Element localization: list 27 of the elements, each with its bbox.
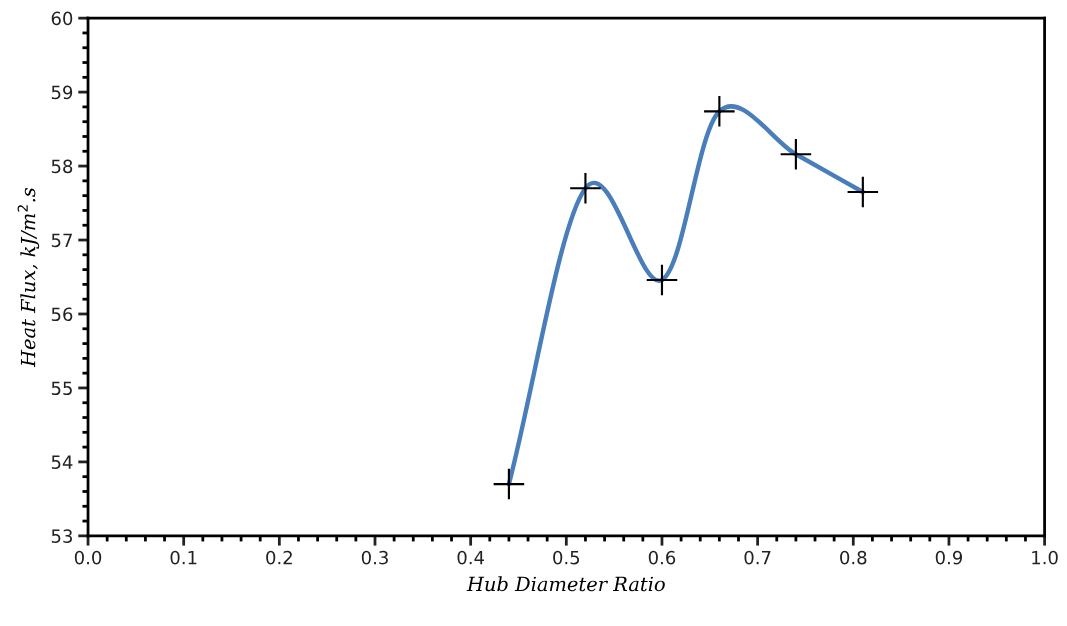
x-tick-label: 0.3	[361, 550, 388, 565]
y-tick-label: 57	[51, 233, 72, 248]
y-tick-label: 59	[51, 85, 73, 100]
x-tick-label: 0.8	[840, 550, 867, 565]
point	[493, 468, 525, 500]
y-axis-title: Heat Flux, kJ/m$^{2}$.s	[17, 187, 40, 368]
point	[780, 138, 812, 170]
point	[646, 264, 678, 296]
x-tick-label: 0.4	[457, 550, 484, 565]
x-tick-label: 0.7	[744, 550, 771, 565]
y-tick-label: 54	[51, 455, 73, 470]
x-tick-label: 1.0	[1032, 550, 1058, 565]
x-tick-label: 0.0	[74, 550, 102, 565]
point	[847, 176, 879, 208]
y-tick-label: 53	[51, 529, 72, 543]
x-tick-label: 0.9	[935, 550, 963, 565]
x-tick-label: 0.2	[266, 550, 292, 565]
y-tick-label: 60	[51, 11, 73, 26]
y-tick-label: 58	[51, 159, 73, 174]
point	[704, 96, 735, 127]
x-tick-label: 0.5	[553, 550, 580, 565]
x-axis-title: Hub Diameter Ratio	[466, 576, 665, 592]
x-tick-label: 0.6	[648, 550, 676, 565]
x-tick-label: 0.1	[170, 550, 197, 565]
point	[570, 172, 601, 204]
y-tick-label: 56	[51, 307, 73, 322]
y-tick-label: 55	[51, 381, 72, 396]
